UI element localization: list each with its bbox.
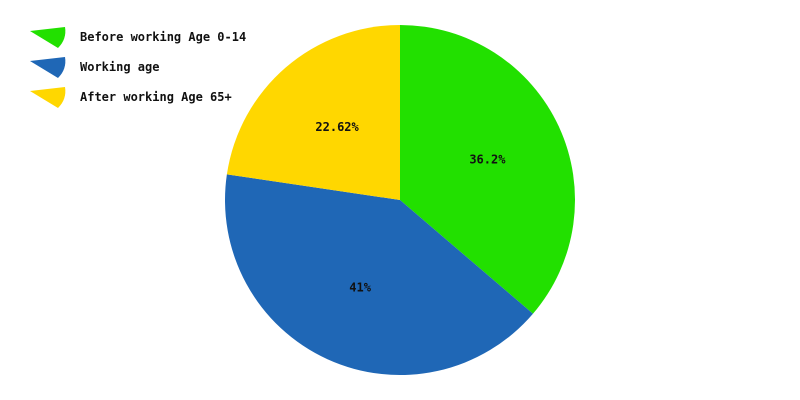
slice-value-label: 22.62% [315,120,359,134]
legend-item: After working Age 65+ [30,87,232,108]
pie-slices [225,25,575,375]
pie-slice-3 [226,25,400,200]
legend-label: After working Age 65+ [80,90,232,104]
legend-swatch [30,87,66,108]
slice-value-label: 41% [349,281,371,295]
pie-slice-1 [400,25,575,314]
pie-slice-2 [225,174,533,375]
legend: Before working Age 0-14 Working age After … [30,27,246,108]
legend-swatch [30,27,66,48]
legend-label: Before working Age 0-14 [80,30,246,44]
legend-item: Before working Age 0-14 [30,27,246,48]
legend-label: Working age [80,60,159,74]
legend-item: Working age [30,57,159,78]
legend-swatch [30,57,66,78]
slice-value-label: 36.2% [469,153,506,167]
pie-labels: 36.2% 41% 22.62% [315,120,506,295]
